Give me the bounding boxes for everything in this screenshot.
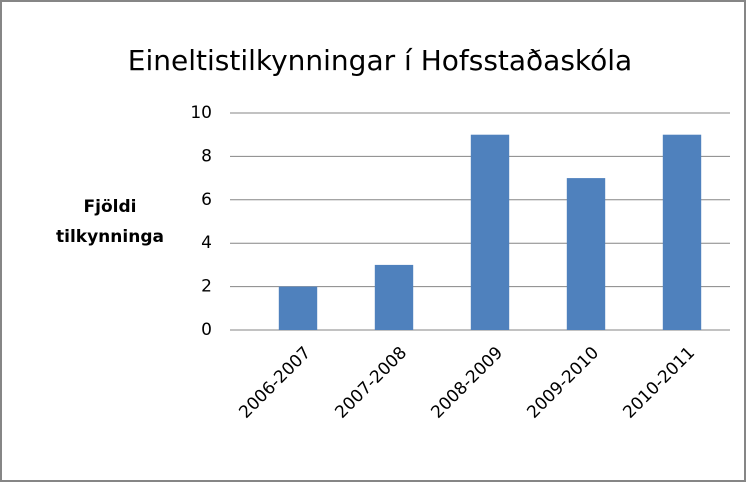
bar [278,286,318,330]
y-axis-label: Fjöldi tilkynninga [56,197,164,247]
chart-title: Eineltistilkynningar í Hofsstaðaskóla [128,44,632,77]
y-tick-label: 4 [201,233,212,253]
y-tick-label: 0 [201,320,212,340]
y-tick-label: 10 [190,103,212,123]
y-tick-label: 8 [201,146,212,166]
bar [566,178,606,330]
bar [374,264,414,330]
bar [662,134,702,330]
y-tick-label: 6 [201,190,212,210]
y-tick-label: 2 [201,277,212,297]
bar [470,134,510,330]
